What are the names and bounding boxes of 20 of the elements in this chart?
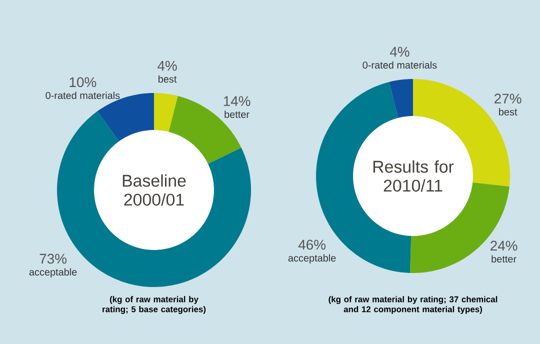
data-label: 27% [494,94,522,104]
slice-label: better [492,255,516,263]
data-label: 24% [490,240,518,251]
slice-label: 0-rated materials [46,92,120,100]
text: (kg of raw material by rating; 37 chemical and 12 component material types) [328,296,498,314]
text: (kg of raw material by rating; 5 base categories) [102,296,206,314]
slice-label: 0-rated materials [362,61,437,69]
data-label: 4% [158,60,177,71]
slice-label: better [224,110,250,118]
slice-label: best [158,75,177,83]
data-label: 46% [298,240,326,250]
text: Baseline 2000/01 [122,174,186,206]
slice-label: acceptable [288,254,336,264]
slice-label: best [499,108,518,116]
data-label: 10% [70,77,96,88]
data-label: 73% [40,254,67,264]
data-label: 14% [224,96,250,106]
text: Results for 2010/11 [373,160,454,192]
data-label: 4% [390,46,410,57]
slice-label: acceptable [29,268,77,278]
